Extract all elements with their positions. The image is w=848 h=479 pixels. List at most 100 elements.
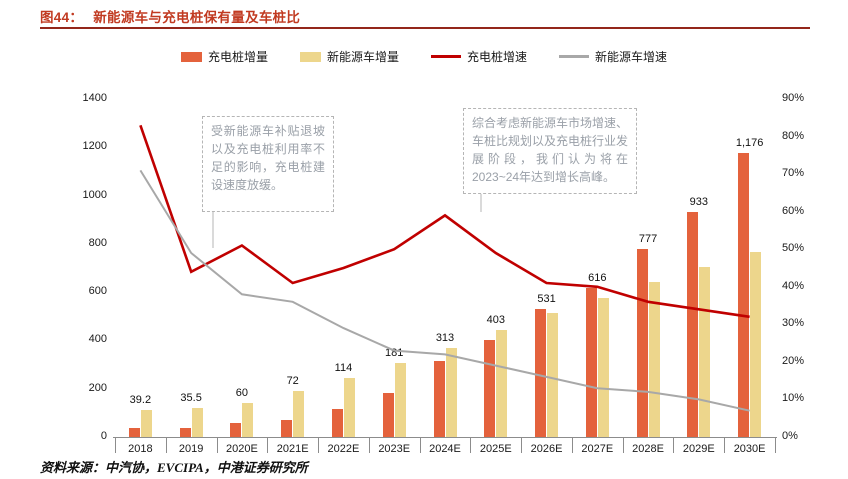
- bar-value-label: 531: [537, 292, 556, 305]
- legend-item-2: 充电桩增速: [431, 48, 527, 65]
- x-axis-tick: [318, 437, 320, 453]
- annotation-text: 受新能源车补贴退坡以及充电桩利用率不足的影响，充电桩建设速度放缓。: [211, 124, 325, 192]
- y-axis-left-tick-label: 600: [88, 285, 107, 298]
- x-axis-tick: [115, 437, 116, 453]
- bar-value-label: 181: [385, 347, 404, 360]
- bar-value-label: 114: [334, 361, 353, 374]
- title-underline: [40, 27, 810, 29]
- annotation-peak-note: 综合考虑新能源车市场增速、车桩比规划以及充电桩行业发展阶段，我们认为将在2023…: [463, 108, 637, 194]
- x-axis-line: [113, 437, 777, 438]
- source-note: 资料来源：中汽协，EVCIPA，中港证券研究所: [40, 460, 308, 475]
- bar-nev-increment: [293, 391, 305, 437]
- y-axis-right-tick-label: 50%: [782, 242, 805, 255]
- bar-value-label: 60: [235, 387, 249, 400]
- bar-nev-increment: [140, 410, 152, 437]
- bar-charging-pile-increment: [179, 428, 191, 437]
- bar-charging-pile-increment: [585, 288, 597, 437]
- legend-label: 充电桩增量: [207, 50, 268, 64]
- y-axis-left-tick-label: 1000: [82, 188, 107, 201]
- bar-nev-increment: [699, 266, 711, 437]
- x-axis-tick: [216, 437, 218, 453]
- bar-nev-increment: [343, 377, 355, 437]
- y-axis-left-tick-label: 1200: [82, 140, 107, 153]
- figure-title-text: 新能源车与充电桩保有量及车桩比: [93, 10, 301, 25]
- x-axis-tick: [724, 437, 726, 453]
- y-axis-left-tick-label: 1400: [82, 92, 107, 104]
- bar-nev-increment: [597, 298, 609, 437]
- figure-number: 图44：: [40, 10, 84, 25]
- bar-charging-pile-increment: [128, 427, 140, 437]
- bar-nev-increment: [445, 347, 457, 437]
- bar-nev-increment: [191, 408, 203, 437]
- x-axis-tick: [470, 437, 472, 453]
- bar-nev-increment: [394, 363, 406, 437]
- legend-label: 新能源车增速: [595, 50, 668, 64]
- bar-nev-increment: [496, 329, 508, 437]
- bar-charging-pile-increment: [281, 419, 293, 437]
- y-axis-left-tick-label: 0: [100, 430, 107, 442]
- x-axis-category-label: 2021E: [276, 443, 309, 455]
- x-axis-category-label: 2028E: [632, 443, 664, 455]
- x-axis-tick: [775, 437, 776, 453]
- x-axis-tick: [673, 437, 675, 453]
- bar-value-label: 35.5: [180, 392, 202, 405]
- bar-charging-pile-increment: [484, 339, 496, 437]
- bar-charging-pile-increment: [433, 361, 445, 437]
- legend-label: 新能源车增量: [326, 50, 399, 64]
- bar-charging-pile-increment: [687, 211, 699, 437]
- legend-bar-swatch: [180, 51, 202, 62]
- bar-charging-pile-increment: [738, 153, 750, 437]
- y-axis-right-tick-label: 20%: [782, 354, 805, 367]
- x-axis-category-label: 2023E: [378, 443, 411, 455]
- legend-line-swatch: [431, 55, 461, 58]
- y-axis-right-tick-label: 0%: [782, 430, 798, 442]
- legend-bar-swatch: [299, 51, 321, 62]
- bar-value-label: 72: [286, 375, 299, 388]
- bar-charging-pile-increment: [230, 422, 242, 437]
- y-axis-right-tick-label: 70%: [782, 167, 805, 180]
- x-axis-category-label: 2026E: [530, 443, 563, 455]
- bar-value-label: 1,176: [735, 137, 764, 150]
- annotation-slowdown-note: 受新能源车补贴退坡以及充电桩利用率不足的影响，充电桩建设速度放缓。: [202, 116, 334, 212]
- bar-nev-increment: [750, 252, 762, 437]
- bar-value-label: 777: [638, 233, 658, 246]
- bar-value-label: 39.2: [129, 394, 152, 407]
- bar-nev-increment: [242, 403, 254, 437]
- x-axis-category-label: 2018: [128, 443, 153, 455]
- x-axis-tick: [571, 437, 573, 453]
- y-axis-right-tick-label: 30%: [782, 317, 805, 330]
- x-axis-tick: [165, 437, 167, 453]
- y-axis-left-tick-label: 800: [88, 236, 107, 249]
- y-axis-right-tick-label: 60%: [782, 204, 805, 217]
- bar-value-label: 403: [486, 313, 505, 326]
- bar-value-label: 933: [689, 195, 709, 208]
- x-axis-category-label: 2019: [178, 443, 204, 455]
- x-axis-tick: [521, 437, 523, 453]
- y-axis-right-tick-label: 90%: [782, 92, 805, 104]
- x-axis-category-label: 2025E: [479, 443, 512, 455]
- legend-label: 充电桩增速: [467, 50, 528, 64]
- x-axis-category-label: 2029E: [682, 443, 715, 455]
- bar-value-label: 313: [435, 331, 455, 344]
- y-axis-left-tick-label: 200: [88, 381, 107, 394]
- bar-charging-pile-increment: [636, 249, 648, 437]
- figure-title: 图44： 新能源车与充电桩保有量及车桩比: [40, 6, 300, 26]
- legend-item-0: 充电桩增量: [180, 48, 268, 65]
- bar-value-label: 616: [588, 272, 607, 285]
- x-axis-category-label: 2022E: [327, 443, 360, 455]
- y-axis-right-tick-label: 10%: [782, 392, 805, 405]
- bar-charging-pile-increment: [331, 409, 343, 437]
- y-axis-left-tick-label: 400: [88, 333, 107, 346]
- x-axis-category-label: 2027E: [581, 443, 614, 455]
- annotation-text: 综合考虑新能源车市场增速、车桩比规划以及充电桩行业发展阶段，我们认为将在2023…: [472, 116, 629, 184]
- x-axis-tick: [368, 437, 370, 453]
- x-axis-tick: [267, 437, 269, 453]
- bar-charging-pile-increment: [535, 308, 547, 437]
- legend-item-3: 新能源车增速: [559, 48, 667, 65]
- x-axis-tick: [419, 437, 421, 453]
- x-axis-tick: [622, 437, 624, 453]
- x-axis-category-label: 2024E: [429, 443, 461, 455]
